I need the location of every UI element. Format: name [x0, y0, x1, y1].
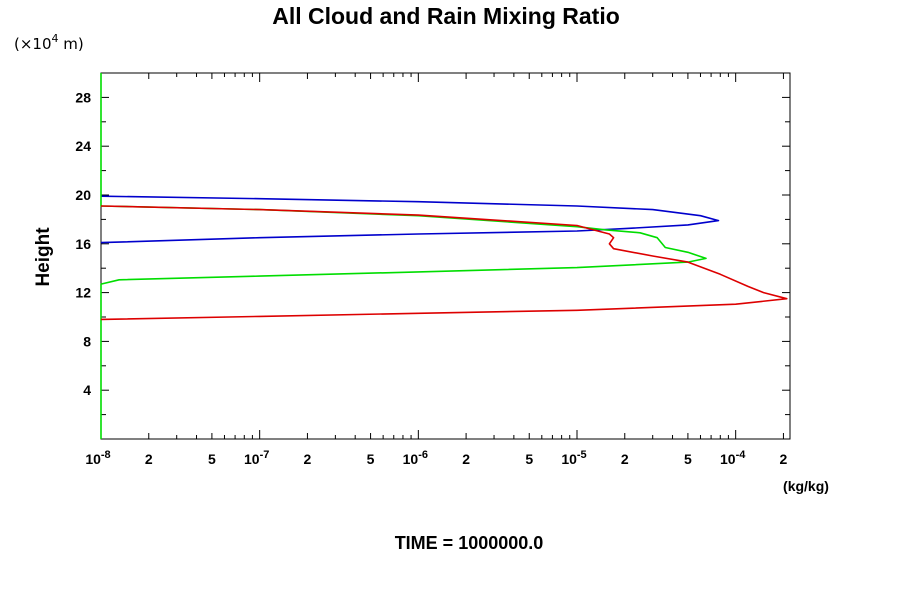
- x-tick-label: 2: [621, 451, 629, 467]
- y-axis: 4 8 12 16 20 24 28: [75, 89, 790, 416]
- x-axis-unit: (kg/kg): [783, 478, 829, 494]
- plot-frame: [100, 72, 791, 440]
- y-tick-label: 8: [83, 333, 91, 349]
- series-line-1: [100, 195, 720, 244]
- time-label: TIME = 1000000.0: [395, 533, 544, 553]
- x-tick-label: 10-7: [244, 449, 269, 467]
- x-tick-label: 5: [208, 451, 216, 467]
- x-tick-label: 2: [462, 451, 470, 467]
- y-tick-label: 16: [75, 236, 91, 252]
- y-tick-label: 28: [75, 89, 91, 105]
- series-layer: [100, 73, 788, 439]
- x-tick-label: 2: [304, 451, 312, 467]
- y-tick-label: 20: [75, 187, 91, 203]
- x-tick-label: 2: [780, 451, 788, 467]
- y-tick-label: 24: [75, 138, 91, 154]
- y-tick-label: 12: [75, 285, 91, 301]
- x-axis: 10-8 2 5 10-7 2 5 10-6 2 5 10-5 2 5 10-4 2: [85, 73, 788, 467]
- y-tick-label: 4: [83, 382, 91, 398]
- x-tick-label: 2: [145, 451, 153, 467]
- series-line-2: [100, 73, 707, 439]
- x-tick-label: 10-6: [403, 449, 428, 467]
- x-tick-label: 10-4: [720, 449, 746, 467]
- x-tick-label: 5: [525, 451, 533, 467]
- x-tick-label: 5: [367, 451, 375, 467]
- x-tick-label: 10-8: [85, 449, 110, 467]
- y-axis-label: Height: [33, 227, 54, 287]
- series-line-3: [100, 205, 788, 321]
- x-tick-label: 10-5: [561, 449, 586, 467]
- y-axis-unit: (×104 m): [14, 32, 84, 53]
- chart-title: All Cloud and Rain Mixing Ratio: [272, 3, 620, 29]
- x-tick-label: 5: [684, 451, 692, 467]
